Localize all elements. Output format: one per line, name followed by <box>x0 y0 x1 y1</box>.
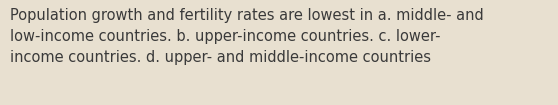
Text: Population growth and fertility rates are lowest in a. middle- and
low-income co: Population growth and fertility rates ar… <box>10 8 484 65</box>
